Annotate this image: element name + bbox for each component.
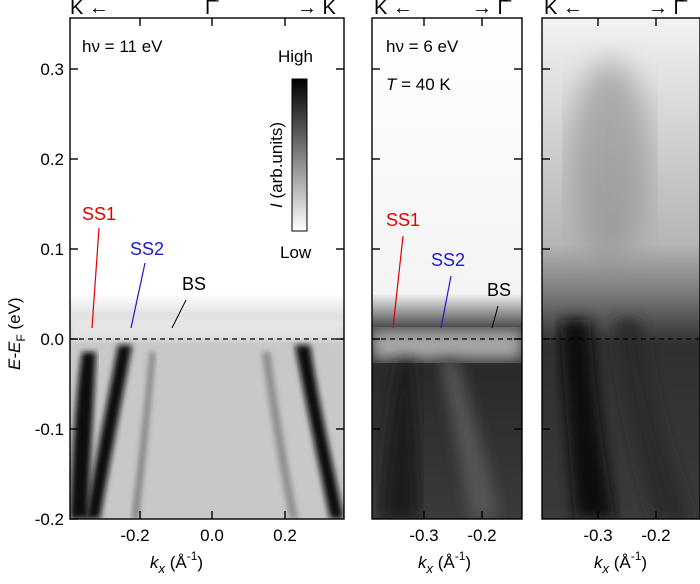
- panel-c-header-right: → Γ̄: [648, 0, 688, 19]
- panel-b-bs-label: BS: [487, 280, 511, 300]
- x-tick-label: -0.2: [641, 526, 670, 545]
- panel-a-photon-energy: hν = 11 eV: [82, 37, 163, 56]
- panel-c-x-axis-label: kx (Å-1): [594, 549, 647, 576]
- x-tick-label: -0.2: [120, 526, 149, 545]
- panel-c-x-tick-labels: -0.3 -0.2: [583, 526, 670, 545]
- panel-b-x-axis-label: kx (Å-1): [418, 549, 471, 576]
- y-tick-label: -0.2: [35, 510, 64, 529]
- panel-b-ss1-pointer: [392, 235, 404, 329]
- panel-a-x-ticks: [139, 18, 286, 519]
- panel-a-ss2-label: SS2: [130, 239, 164, 259]
- x-tick-label: 0.2: [273, 526, 297, 545]
- panel-b-x-ticks: [423, 18, 483, 519]
- panel-b-x-tick-labels: -0.3 -0.2: [409, 526, 496, 545]
- panel-a-frame: [69, 17, 345, 520]
- panel-b-bs-pointer: [491, 305, 499, 329]
- y-tick-label: 0.3: [40, 60, 64, 79]
- y-tick-label: 0.0: [40, 330, 64, 349]
- panel-b-y-ticks: [372, 68, 522, 430]
- panel-a-x-axis-label: kx (Å-1): [150, 549, 203, 576]
- panel-c-bands: [560, 60, 690, 519]
- panel-a-header-left: K̄ ←: [70, 0, 109, 19]
- panel-c-header-left: K̄ ←: [544, 0, 583, 19]
- y-tick-label: 0.2: [40, 150, 64, 169]
- panel-a-header-mid: Γ̄: [205, 0, 219, 19]
- panel-a-ss1-pointer: [91, 227, 100, 329]
- x-tick-label: -0.3: [583, 526, 612, 545]
- colorbar-axis-label: I (arb.units): [267, 122, 286, 208]
- y-tick-label: -0.1: [35, 420, 64, 439]
- x-tick-label: 0.0: [200, 526, 224, 545]
- panel-b-ss1-label: SS1: [386, 210, 420, 230]
- panel-a-ss2-pointer: [130, 262, 146, 329]
- panel-b-header-left: K̄ ←: [374, 0, 413, 19]
- panel-b-bands: [372, 330, 522, 519]
- x-tick-label: -0.2: [467, 526, 496, 545]
- colorbar: [291, 78, 308, 232]
- panel-b: K̄ ← → Γ̄ hν = 6 eV T = 40 K SS1 SS2 BS: [371, 0, 523, 576]
- x-tick-label: -0.3: [409, 526, 438, 545]
- panel-a: K̄ ← Γ̄ → K̄ hν = 11 eV High Low I (arb.…: [5, 0, 345, 576]
- panel-b-header-right: → Γ̄: [472, 0, 512, 19]
- panel-c: K̄ ← → Γ̄ -0.3 -0.2 kx (Å-1): [541, 0, 700, 576]
- panel-c-frame: [541, 17, 700, 520]
- panel-a-ss1-label: SS1: [82, 204, 116, 224]
- panel-c-y-ticks: [542, 68, 550, 430]
- y-axis-tick-labels: 0.3 0.2 0.1 0.0 -0.1 -0.2: [35, 60, 64, 529]
- panel-b-ss2-pointer: [440, 275, 452, 329]
- panel-b-photon-energy: hν = 6 eV: [386, 37, 459, 56]
- panel-a-bs-pointer: [171, 299, 187, 329]
- panel-b-ss2-label: SS2: [431, 250, 465, 270]
- panel-a-header-right: → K̄: [297, 0, 337, 19]
- panel-a-x-tick-labels: -0.2 0.0 0.2: [120, 526, 296, 545]
- panel-a-bs-label: BS: [182, 274, 206, 294]
- colorbar-high-label: High: [278, 47, 313, 66]
- y-axis-label: E-EF (eV): [5, 297, 28, 370]
- y-axis-ticks: [70, 68, 344, 520]
- colorbar-low-label: Low: [280, 243, 312, 262]
- panel-b-frame: [371, 17, 523, 520]
- panel-c-x-ticks: [597, 18, 657, 519]
- panel-a-bands: [70, 318, 344, 519]
- panel-b-temperature: T = 40 K: [386, 75, 451, 94]
- y-tick-label: 0.1: [40, 240, 64, 259]
